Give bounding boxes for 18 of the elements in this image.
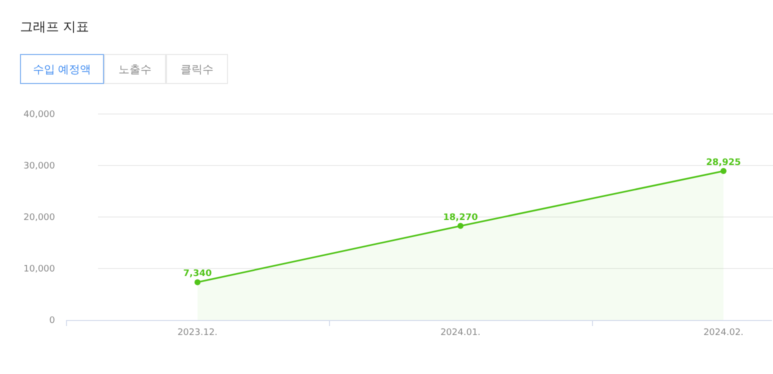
chart-title: 그래프 지표 — [20, 20, 90, 35]
y-tick-label: 40,000 — [24, 110, 56, 120]
data-label: 18,270 — [443, 212, 478, 223]
x-tick-label: 2023.12. — [177, 328, 218, 338]
point — [194, 279, 200, 286]
point — [720, 168, 726, 174]
text: 노출수 — [118, 63, 152, 76]
point — [458, 222, 464, 229]
data-label: 7,340 — [183, 269, 212, 280]
data-label: 28,925 — [706, 158, 741, 168]
text: 수입 예정액 — [32, 63, 92, 76]
y-tick-label: 20,000 — [24, 213, 56, 223]
y-tick-label: 30,000 — [24, 162, 56, 172]
y-tick-label: 10,000 — [24, 264, 56, 274]
x-tick-label: 2024.02. — [703, 328, 744, 338]
y-tick-label: 0 — [49, 316, 56, 326]
text: 클릭수 — [180, 63, 214, 76]
x-tick-label: 2024.01. — [440, 328, 481, 338]
